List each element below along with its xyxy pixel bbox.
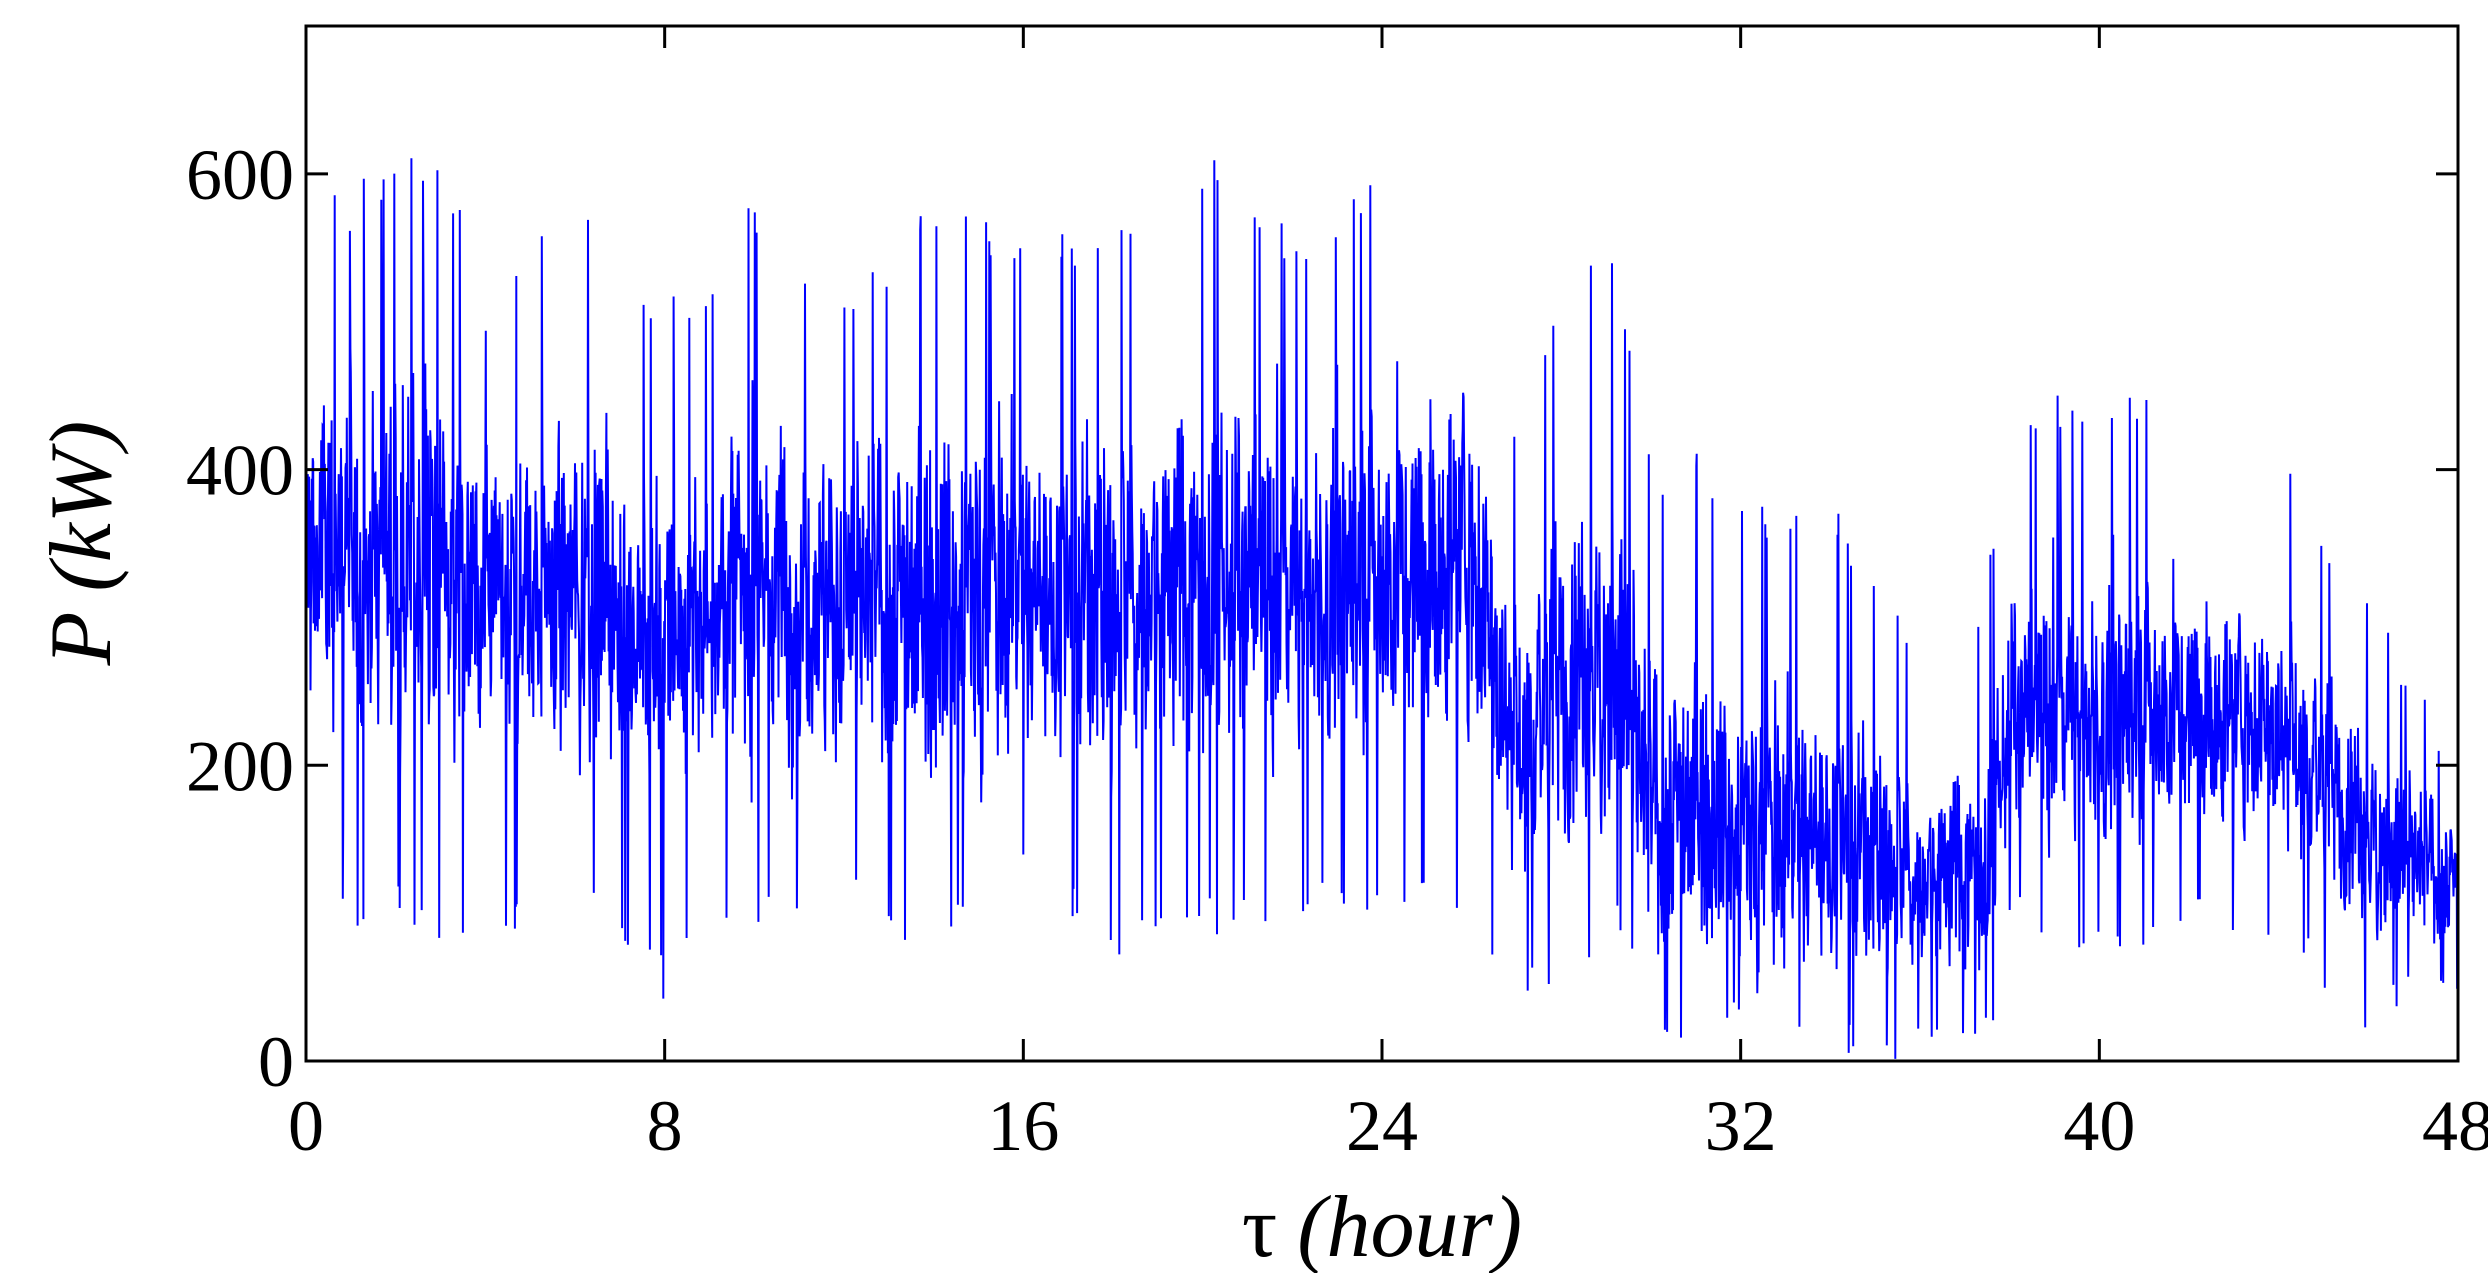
y-tick-label: 0 bbox=[258, 1022, 294, 1102]
series-power-line bbox=[306, 158, 2458, 1059]
x-axis-label: τ (hour) bbox=[1242, 1179, 1522, 1273]
x-tick-label: 48 bbox=[2422, 1086, 2488, 1166]
x-tick-label: 0 bbox=[288, 1086, 324, 1166]
x-tick-label: 32 bbox=[1705, 1086, 1777, 1166]
y-axis-ticks bbox=[306, 172, 2458, 1063]
x-tick-label: 24 bbox=[1346, 1086, 1418, 1166]
x-tick-label: 8 bbox=[647, 1086, 683, 1166]
x-axis-tick-labels: 0 8 16 24 32 40 48 bbox=[288, 1086, 2488, 1166]
x-axis-ticks bbox=[304, 26, 2460, 1061]
y-tick-label: 400 bbox=[186, 431, 294, 511]
y-tick-label: 200 bbox=[186, 726, 294, 806]
y-axis-label: P(kW) bbox=[33, 421, 130, 667]
x-tick-label: 40 bbox=[2063, 1086, 2135, 1166]
y-axis-tick-labels: 0 200 400 600 bbox=[186, 135, 294, 1102]
x-tick-label: 16 bbox=[987, 1086, 1059, 1166]
y-tick-label: 600 bbox=[186, 135, 294, 215]
